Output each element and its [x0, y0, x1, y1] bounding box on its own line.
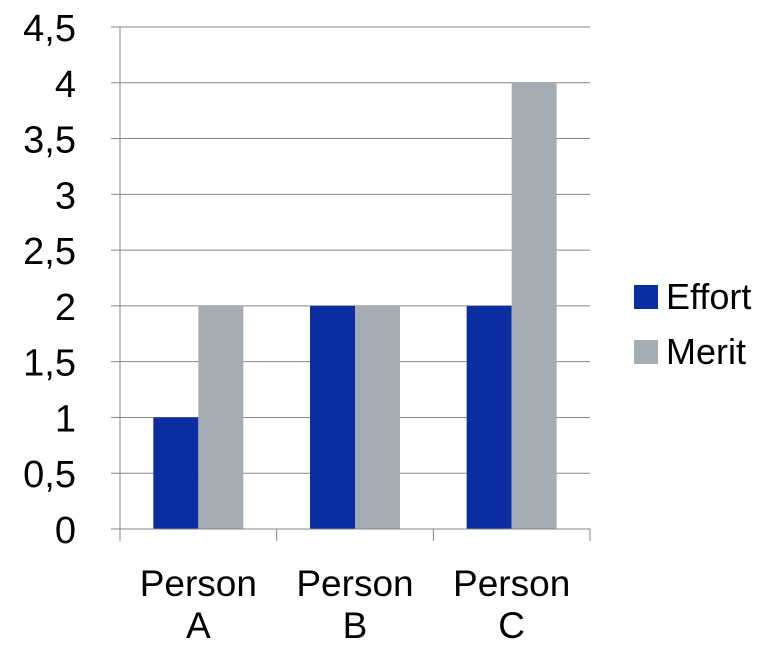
bar-merit-3 — [511, 82, 557, 530]
x-tick-label: C — [498, 605, 525, 643]
bar-effort-3 — [466, 305, 512, 529]
bar-merit-1 — [198, 305, 244, 529]
legend: Effort Merit — [634, 276, 751, 372]
axes — [111, 26, 591, 541]
legend-swatch-merit — [634, 340, 658, 364]
y-tick-label: 4 — [55, 64, 76, 106]
bar-merit-2 — [355, 305, 400, 529]
y-tick-label: 3 — [55, 175, 76, 217]
x-tick-label: A — [186, 605, 211, 643]
x-tick-label: Person — [453, 563, 570, 604]
y-tick-label: 1 — [55, 398, 76, 440]
bar-effort-2 — [310, 305, 355, 529]
y-tick-label: 2 — [55, 287, 76, 329]
x-tick-label: Person — [140, 563, 257, 604]
y-tick-label: 0,5 — [23, 454, 76, 496]
y-tick-label: 2,5 — [23, 231, 76, 273]
x-tick-label: Person — [296, 563, 413, 604]
legend-label-effort: Effort — [666, 276, 751, 317]
y-tick-labels: 0 0,5 1 1,5 2 2,5 3 3,5 4 4,5 — [23, 8, 76, 552]
y-tick-label: 3,5 — [23, 120, 76, 162]
y-tick-label: 1,5 — [23, 343, 76, 385]
bar-effort-1 — [153, 417, 199, 529]
bars — [153, 82, 557, 530]
y-tick-label: 0 — [55, 510, 76, 552]
legend-swatch-effort — [634, 285, 658, 309]
legend-label-merit: Merit — [666, 331, 746, 372]
y-tick-label: 4,5 — [23, 8, 76, 50]
x-tick-label: B — [343, 605, 368, 643]
